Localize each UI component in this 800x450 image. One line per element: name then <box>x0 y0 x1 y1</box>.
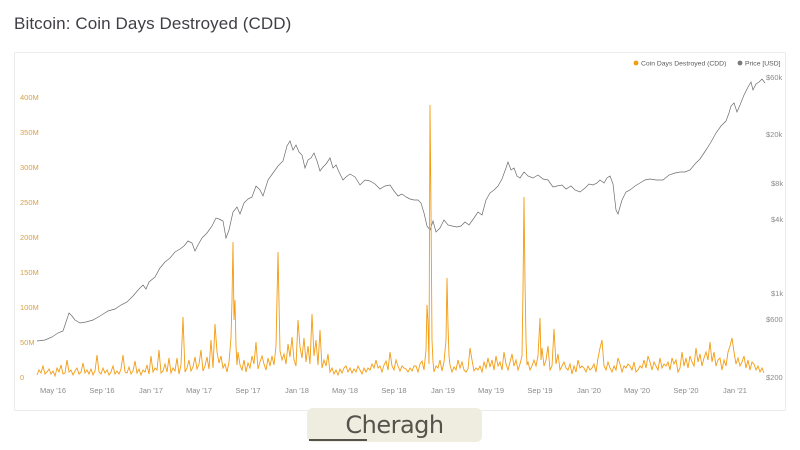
left-tick: 250M <box>20 198 39 207</box>
left-tick: 0 <box>20 373 24 382</box>
x-tick: Sep '18 <box>381 386 406 395</box>
x-tick: Sep '16 <box>89 386 114 395</box>
left-tick: 350M <box>20 128 39 137</box>
cdd-series-line[interactable] <box>36 104 765 378</box>
left-tick: 50M <box>20 338 35 347</box>
legend-cdd-label[interactable]: Coin Days Destroyed (CDD) <box>641 61 726 68</box>
logo-underline <box>309 439 367 441</box>
right-tick: $20k <box>766 130 783 139</box>
legend-price-dot-icon <box>737 60 743 66</box>
right-tick: $8k <box>771 179 783 188</box>
x-tick: May '17 <box>186 386 212 395</box>
x-tick: Sep '19 <box>527 386 552 395</box>
x-tick: Jan '18 <box>285 386 309 395</box>
legend[interactable]: Coin Days Destroyed (CDD) Price [USD] <box>633 60 781 68</box>
x-tick: Jan '17 <box>139 386 163 395</box>
price-series-line[interactable] <box>36 78 766 342</box>
x-tick: Jan '19 <box>431 386 455 395</box>
left-tick: 200M <box>20 233 39 242</box>
chart-card <box>14 52 786 411</box>
cheragh-logo: Cheragh <box>307 408 482 442</box>
x-tick: May '16 <box>40 386 66 395</box>
right-tick: $1k <box>771 289 783 298</box>
x-axis: May '16 Sep '16 Jan '17 May '17 Sep '17 … <box>40 386 747 395</box>
x-tick: Jan '21 <box>723 386 747 395</box>
x-tick: Jan '20 <box>577 386 601 395</box>
left-axis: 0 50M 100M 150M 200M 250M 300M 350M 400M <box>20 93 39 382</box>
legend-price-label[interactable]: Price [USD] <box>745 61 781 68</box>
x-tick: May '19 <box>478 386 504 395</box>
right-axis: $200 $600 $1k $4k $8k $20k $60k <box>766 73 783 382</box>
right-tick: $4k <box>771 215 783 224</box>
left-tick: 150M <box>20 268 39 277</box>
legend-cdd-dot-icon <box>633 60 639 66</box>
left-tick: 100M <box>20 303 39 312</box>
logo-text: Cheragh <box>345 411 444 439</box>
x-tick: Sep '20 <box>673 386 698 395</box>
x-tick: May '18 <box>332 386 358 395</box>
left-tick: 300M <box>20 163 39 172</box>
right-tick: $600 <box>766 315 783 324</box>
x-tick: May '20 <box>624 386 650 395</box>
page-title: Bitcoin: Coin Days Destroyed (CDD) <box>14 14 292 33</box>
right-tick: $60k <box>766 73 783 82</box>
x-tick: Sep '17 <box>235 386 260 395</box>
right-tick: $200 <box>766 373 783 382</box>
left-tick: 400M <box>20 93 39 102</box>
